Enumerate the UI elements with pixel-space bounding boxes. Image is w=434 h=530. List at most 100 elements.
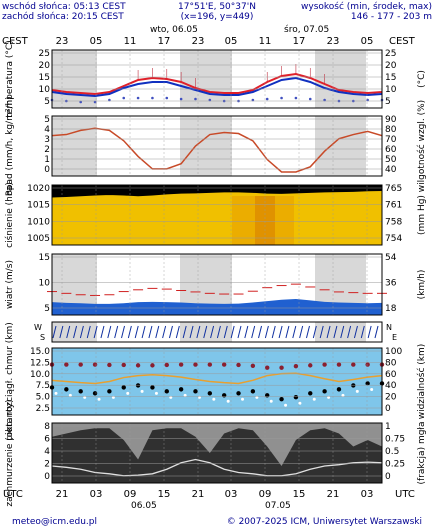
cloud-low-point	[97, 397, 101, 401]
panel-frame	[51, 49, 383, 109]
y-tick-label: 4	[44, 447, 50, 457]
y-tick-label-right: 80	[385, 125, 397, 135]
y-axis-label: temperatura (°C)	[5, 40, 15, 117]
y-axis-label: ciśnienie (hPa)	[4, 182, 15, 248]
sunrise-text: wschód słońca: 05:13 CEST	[2, 1, 126, 12]
y-tick-label: 0	[44, 472, 50, 482]
hour-label: 17	[293, 36, 306, 47]
dewpoint-point	[136, 96, 140, 100]
hour-label: 23	[192, 36, 205, 47]
cloud-top-point	[236, 362, 241, 368]
hour-label: 03	[90, 489, 103, 500]
cloud-low-point	[169, 395, 173, 399]
hour-label: 03	[361, 489, 374, 500]
cloud-base-point	[193, 389, 198, 394]
cloud-base-point	[78, 389, 83, 394]
hour-label: 05	[361, 36, 374, 47]
wind-arrow	[79, 325, 84, 339]
wind-arrow	[353, 325, 358, 339]
wind-arrow	[216, 325, 221, 339]
dewpoint-point	[294, 96, 298, 100]
y-tick-label-right: 754	[385, 234, 402, 244]
cloud-low-point	[384, 387, 388, 391]
y-tick-label: 1	[44, 155, 50, 165]
y-tick-label: 5	[44, 115, 50, 125]
night-band	[52, 322, 97, 342]
y-tick-label: 15	[39, 73, 50, 83]
cloud-low-point	[269, 399, 273, 403]
cloud-low-point	[83, 395, 87, 399]
wind-arrow	[107, 325, 112, 339]
wind-arrow	[162, 325, 167, 339]
y-tick-label: 8	[44, 422, 50, 432]
wind-arrow	[244, 325, 249, 339]
wind-arrow	[264, 325, 269, 339]
dewpoint-point	[280, 96, 283, 100]
temperature-max-line	[51, 72, 383, 96]
night-band	[52, 116, 97, 176]
cloud-low-point	[341, 393, 345, 397]
wind-arrow	[141, 325, 146, 339]
wind-arrow	[223, 325, 228, 339]
cloud-top-point	[221, 362, 227, 367]
y-tick-label: 0	[44, 165, 50, 175]
night-band	[180, 50, 232, 108]
cloud-top-point	[178, 362, 184, 367]
wind-arrow	[175, 325, 180, 339]
elevation-label: wysokość (min, środek, max)	[301, 1, 432, 12]
y-tick-label-right: 0.5	[385, 447, 399, 457]
wind-arrow	[319, 325, 324, 339]
y-tick-label-right: 20	[385, 61, 397, 71]
cloud-low-point	[154, 391, 158, 395]
wind-arrow	[306, 325, 310, 339]
night-band	[52, 50, 97, 108]
cloud-top-point	[293, 363, 299, 369]
day-label: 07.05	[265, 501, 291, 511]
y-tick-label: 20	[39, 61, 51, 71]
y-axis-label-right: (frakcja) mgła	[417, 422, 427, 485]
wind-arrow	[333, 325, 338, 339]
y-axis-label-right: wilgotność wzgl. (%)	[416, 100, 427, 192]
y-tick-label-right: 60	[385, 145, 397, 155]
timezone-label: UTC	[395, 489, 415, 500]
dewpoint-point	[93, 100, 97, 104]
cloud-low-point	[111, 395, 115, 399]
wind-arrow	[299, 325, 304, 339]
wind-arrow	[278, 325, 283, 339]
visibility-line	[51, 372, 383, 385]
hour-label: 15	[293, 489, 306, 500]
cloud-base-point	[236, 391, 241, 396]
wind-arrow	[73, 325, 78, 339]
cloud-top-point	[92, 362, 98, 367]
y-tick-label-right: 761	[385, 201, 402, 211]
cloud-low-point	[126, 391, 130, 395]
y-tick-label-right: 0	[385, 472, 391, 482]
y-tick-label-right: 0.75	[385, 435, 405, 445]
dewpoint-point	[194, 97, 197, 101]
wind-arrow	[148, 325, 153, 339]
dewpoint-point	[122, 96, 126, 100]
panel-frame	[51, 422, 383, 484]
wind-arrow	[237, 325, 242, 339]
timezone-label: CEST	[389, 36, 416, 47]
cloud-top-point	[207, 362, 213, 367]
y-tick-label: 7.5	[36, 381, 50, 391]
wind-arrow	[127, 325, 132, 339]
y-tick-label-right: 20	[385, 393, 397, 403]
wind-arrow	[100, 325, 105, 339]
copyright-text: © 2007-2025 ICM, Uniwersytet Warszawski	[227, 517, 422, 527]
cloud-low-point	[355, 389, 359, 393]
cloud-top-point	[265, 365, 270, 370]
wind-arrow	[340, 325, 345, 339]
y-tick-label-right: 758	[385, 217, 402, 227]
timezone-label: CEST	[2, 36, 29, 47]
wind-arrow	[86, 325, 91, 339]
y-tick-label: 1005	[27, 234, 50, 244]
night-band	[180, 116, 232, 176]
y-axis-label: pion. rozciągł. chmur (km)	[5, 322, 15, 441]
cloud-top-point	[135, 363, 141, 368]
cloud-top-point	[365, 362, 370, 367]
cloud-top-point	[336, 362, 342, 367]
panel-frame	[51, 253, 383, 316]
cloud-low-point	[284, 403, 288, 407]
